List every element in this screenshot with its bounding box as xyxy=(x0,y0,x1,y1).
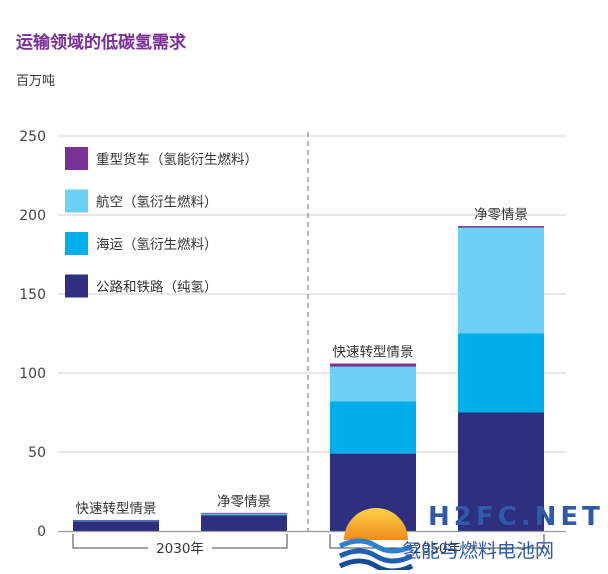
bar-segment-aviation xyxy=(330,366,416,402)
watermark-text-bottom: 氢能与燃料电池网 xyxy=(402,540,555,562)
y-tick-label: 50 xyxy=(28,445,46,461)
chart-title: 运输领域的低碳氢需求 xyxy=(16,33,186,53)
legend-swatch xyxy=(65,147,88,170)
group-label-background xyxy=(148,539,212,557)
watermark: H2FC.NET 氢能与燃料电池网 xyxy=(336,496,606,570)
y-tick-label: 150 xyxy=(19,287,46,303)
legend-label: 航空（氢衍生燃料） xyxy=(96,194,218,211)
bar-segment-aviation xyxy=(201,513,287,515)
y-tick-label: 200 xyxy=(19,208,46,224)
bar-segment-shipping xyxy=(201,514,287,516)
group-label: 2050年 xyxy=(413,541,461,557)
bar-category-label: 净零情景 xyxy=(474,207,528,223)
bar-segment-heavy_truck xyxy=(330,363,416,367)
bar-segment-road_rail xyxy=(201,515,287,531)
group-label: 2030年 xyxy=(156,541,204,557)
watermark-sun-icon xyxy=(338,508,414,570)
bar-segment-shipping xyxy=(458,333,544,413)
group-label-background xyxy=(405,539,469,557)
y-tick-label: 100 xyxy=(19,366,46,382)
bar-category-label: 快速转型情景 xyxy=(76,501,157,517)
bar-segment-heavy_truck xyxy=(458,226,544,228)
legend-label: 重型货车（氢能衍生燃料） xyxy=(96,151,258,168)
bar-segment-aviation xyxy=(458,227,544,334)
watermark-text-top: H2FC.NET xyxy=(428,502,604,532)
bar-segment-road_rail xyxy=(458,412,544,531)
bar-category-label: 快速转型情景 xyxy=(333,345,414,361)
bar-segment-shipping xyxy=(73,520,159,522)
y-tick-label: 250 xyxy=(19,129,46,145)
bar-segment-road_rail xyxy=(73,521,159,531)
legend-swatch xyxy=(65,274,88,298)
legend-swatch xyxy=(65,189,88,213)
y-tick-label: 0 xyxy=(37,524,46,540)
y-unit-label: 百万吨 xyxy=(16,74,56,89)
bar-category-label: 净零情景 xyxy=(217,494,271,510)
legend-label: 公路和铁路（纯氢） xyxy=(96,280,218,296)
bar-segment-heavy_truck xyxy=(73,519,159,521)
legend-swatch xyxy=(65,232,88,255)
bar-segment-heavy_truck xyxy=(201,512,287,514)
legend-label: 海运（氢衍生燃料） xyxy=(96,236,218,253)
bar-segment-shipping xyxy=(330,401,416,454)
